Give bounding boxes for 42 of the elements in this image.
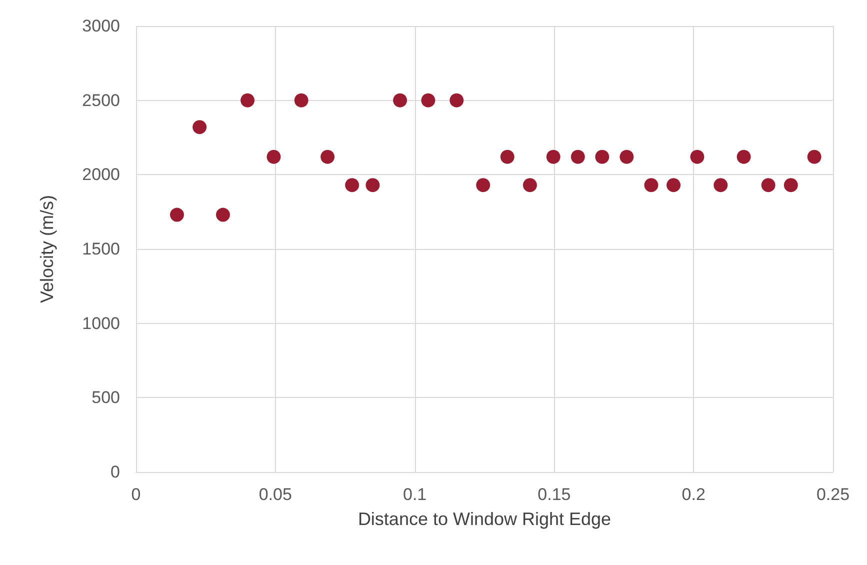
point	[570, 150, 585, 164]
point	[192, 120, 207, 134]
point	[522, 178, 537, 192]
point	[294, 93, 308, 108]
point	[476, 178, 490, 192]
x-axis-title: Distance to Window Right Edge	[358, 509, 612, 529]
point	[421, 93, 436, 108]
point	[784, 178, 798, 192]
point	[690, 150, 704, 164]
point	[500, 150, 514, 164]
point	[170, 208, 184, 222]
y-axis-title: Velocity (m/s)	[37, 194, 57, 304]
point	[761, 178, 776, 192]
point	[366, 178, 380, 192]
y-tick-label: 2000	[82, 165, 120, 184]
y-tick-label: 500	[92, 388, 120, 408]
point	[216, 208, 230, 222]
y-tick-label: 1500	[82, 240, 120, 258]
point	[320, 150, 335, 164]
point	[595, 150, 610, 164]
point	[666, 178, 681, 192]
point	[644, 178, 658, 192]
y-tick-label: 2500	[82, 90, 120, 110]
y-tick-label: 3000	[82, 16, 120, 36]
point	[807, 150, 822, 164]
x-tick-label: 0.15	[538, 485, 571, 504]
x-tick-label: 0.25	[816, 485, 850, 504]
point	[393, 93, 408, 108]
point	[736, 150, 751, 164]
point	[546, 150, 560, 164]
point	[266, 150, 281, 164]
y-tick-label: 1000	[82, 314, 120, 333]
point	[240, 93, 255, 108]
x-tick-label: 0	[131, 485, 141, 504]
point	[620, 150, 634, 164]
x-tick-label: 0.2	[682, 485, 706, 504]
point	[345, 178, 360, 192]
y-tick-label: 0	[110, 462, 120, 482]
point	[714, 178, 728, 192]
x-tick-label: 0.1	[402, 485, 427, 504]
point	[450, 93, 464, 108]
x-tick-label: 0.05	[258, 485, 292, 504]
